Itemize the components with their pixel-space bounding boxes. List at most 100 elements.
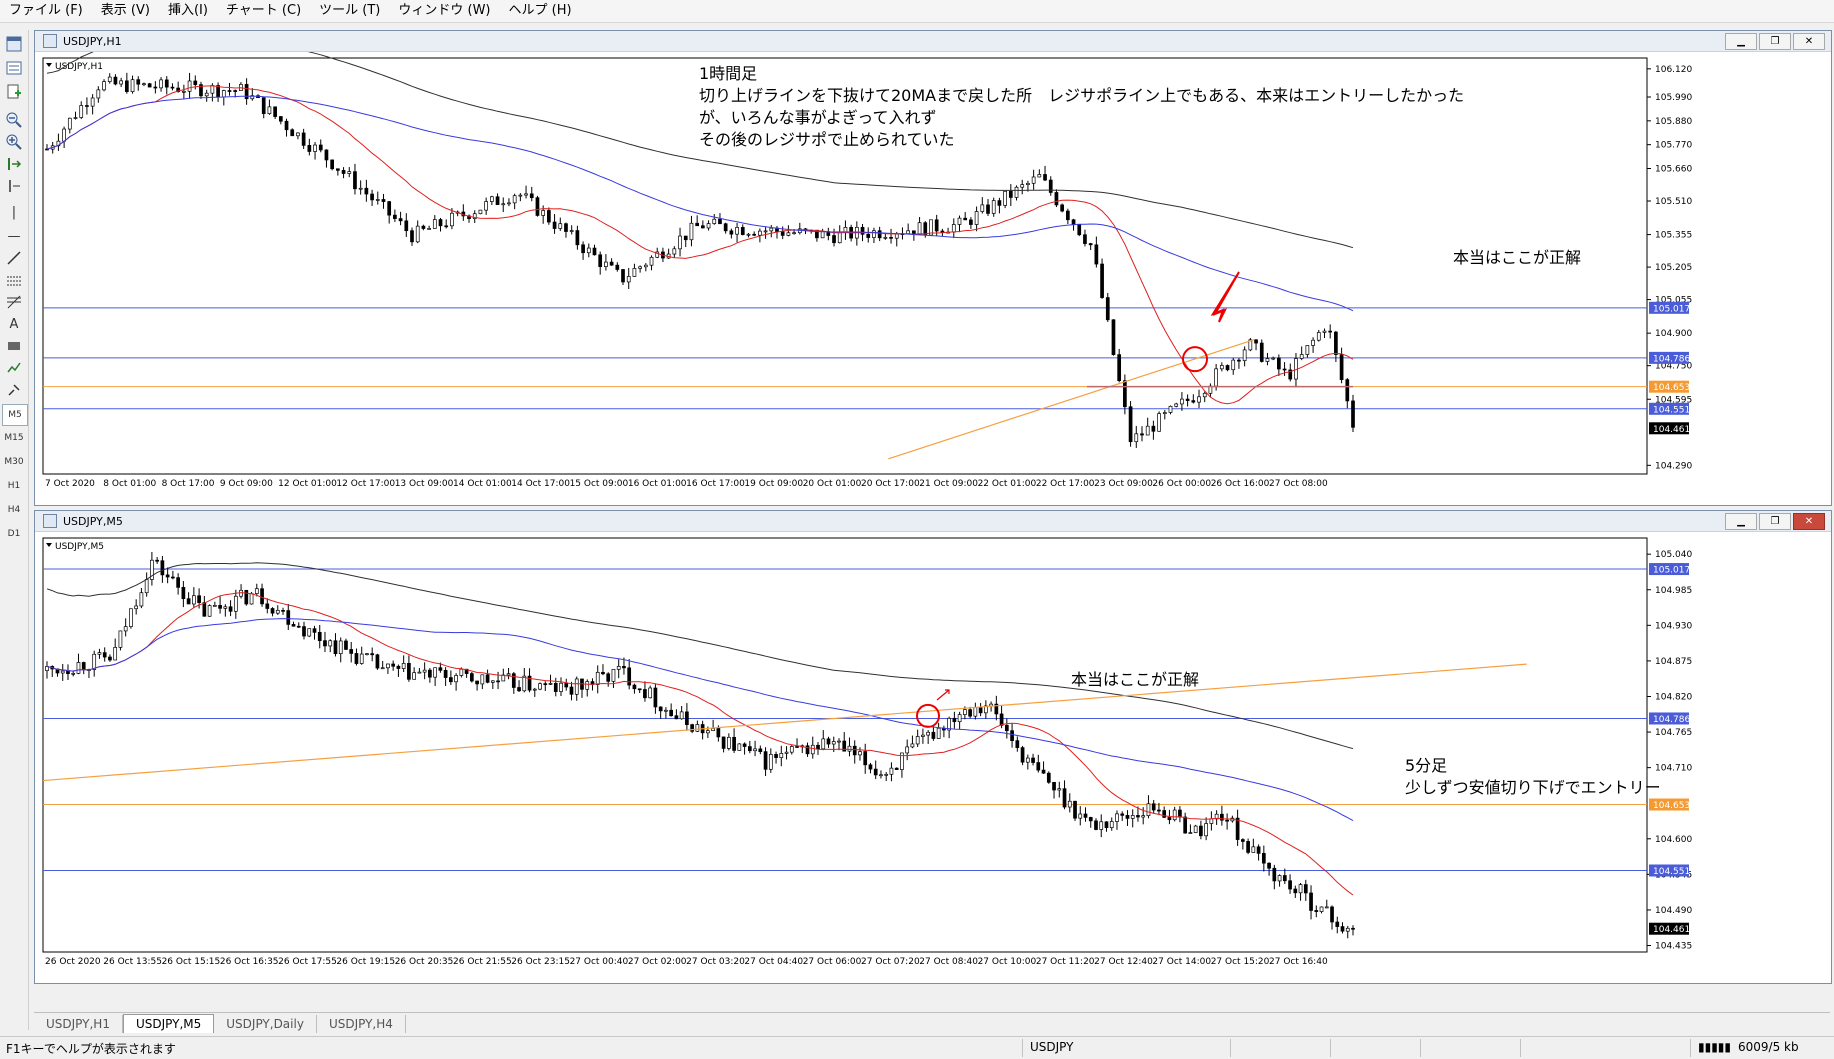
time-label: 27 Oct 16:40 [1269, 957, 1328, 967]
menu-item[interactable]: 表示 (V) [100, 3, 150, 18]
candle [1125, 810, 1130, 826]
candle [1277, 874, 1282, 887]
timeframe-h4[interactable]: H4 [7, 505, 21, 515]
candle [842, 732, 847, 752]
price-tag-label: 104.551 [1653, 405, 1690, 415]
candle [291, 621, 296, 627]
chart-tab[interactable]: USDJPY,M5 [122, 1014, 215, 1033]
trendline-icon[interactable] [3, 248, 25, 268]
candle [740, 224, 745, 236]
chart-tab[interactable]: USDJPY,H4 [317, 1015, 406, 1033]
rectangle-tool-icon[interactable] [3, 336, 25, 356]
h1-correct-entry-label: 本当はここが正解 [1453, 248, 1582, 267]
candle [726, 733, 731, 751]
candle [524, 185, 528, 199]
candle [186, 592, 191, 605]
candle [412, 667, 416, 680]
candle [165, 567, 170, 584]
timeframe-m15[interactable]: M15 [4, 433, 24, 443]
restore-button[interactable]: ❐ [1759, 513, 1791, 530]
timeframe-h1[interactable]: H1 [7, 481, 21, 491]
candle [139, 587, 144, 609]
candle [1199, 820, 1203, 840]
candle [1145, 417, 1150, 436]
candle [1319, 906, 1324, 914]
candle [689, 215, 694, 247]
candle [604, 254, 608, 271]
candle [79, 101, 84, 120]
chart-window-titlebar[interactable]: USDJPY,M5 ▁ ❐ ✕ [35, 511, 1831, 532]
candle [980, 197, 985, 214]
left-toolbar: | — A M5 M15 M30 H1 H4 D1 [0, 30, 29, 1030]
candle [454, 673, 458, 691]
restore-button[interactable]: ❐ [1759, 33, 1791, 50]
timeframe-m5[interactable]: M5 [2, 404, 28, 426]
time-label: 27 Oct 10:00 [978, 957, 1037, 967]
candle [1299, 346, 1304, 361]
menu-item[interactable]: ファイル (F) [9, 3, 83, 18]
candle [187, 72, 192, 99]
time-label: 9 Oct 09:00 [220, 479, 273, 489]
chart-shift-icon[interactable] [3, 176, 25, 196]
close-button[interactable]: ✕ [1793, 33, 1825, 50]
candle [472, 210, 477, 224]
navigator-icon[interactable] [3, 34, 25, 54]
chart-window-m5[interactable]: USDJPY,M5 ▁ ❐ ✕ USDJPY,M5 105.040 104.985 1… [34, 510, 1832, 984]
m5-chart-area[interactable]: USDJPY,M5 105.040 104.985 104.930 104.875 104… [35, 532, 1831, 982]
fibonacci-icon[interactable] [3, 292, 25, 312]
timeframe-d1[interactable]: D1 [7, 529, 21, 539]
chart-tab[interactable]: USDJPY,H1 [34, 1015, 123, 1033]
text-tool-icon[interactable]: A [9, 316, 19, 332]
candle [674, 709, 679, 720]
chart-window-titlebar[interactable]: USDJPY,H1 ▁ ❐ ✕ [35, 31, 1831, 52]
candle [621, 269, 625, 285]
arrows-tool-icon[interactable] [3, 380, 25, 400]
candle [1288, 363, 1293, 382]
market-watch-icon[interactable] [3, 58, 25, 78]
autoscroll-icon[interactable] [3, 154, 25, 174]
menu-item[interactable]: ウィンドウ (W) [398, 3, 491, 18]
horizontal-line-icon[interactable]: — [7, 228, 21, 244]
indicators-icon[interactable] [3, 358, 25, 378]
candle [386, 663, 390, 674]
vertical-line-icon[interactable]: | [11, 204, 17, 220]
channel-icon[interactable] [3, 270, 25, 290]
candle [1220, 805, 1224, 826]
zoom-out-icon[interactable] [3, 110, 25, 130]
h1-chart-area[interactable]: USDJPY,H1 106.120 105.990 105.880 105.770 105… [35, 52, 1831, 504]
close-button[interactable]: ✕ [1793, 513, 1825, 530]
menu-item[interactable]: 挿入(I) [167, 3, 208, 18]
candle [1099, 814, 1104, 838]
candle [130, 75, 135, 94]
price-label: 105.880 [1655, 117, 1692, 127]
new-chart-icon[interactable] [3, 82, 25, 102]
minimize-button[interactable]: ▁ [1725, 33, 1757, 50]
candle [92, 650, 97, 677]
menu-item[interactable]: チャート (C) [225, 3, 302, 18]
candle [228, 600, 233, 617]
candle [1180, 392, 1184, 411]
candle [1225, 813, 1229, 830]
candle [73, 111, 78, 120]
candle [518, 193, 523, 202]
price-tag [1649, 864, 1689, 877]
timeframe-m30[interactable]: M30 [4, 457, 24, 467]
candle [826, 736, 831, 748]
price-tag-label: 104.786 [1653, 354, 1690, 364]
minimize-button[interactable]: ▁ [1725, 513, 1757, 530]
chart-window-h1[interactable]: USDJPY,H1 ▁ ❐ ✕ USDJPY,H1 106.120 105.990 1… [34, 30, 1832, 506]
candle [889, 228, 893, 244]
candle [1328, 324, 1333, 339]
chart-tab[interactable]: USDJPY,Daily [214, 1015, 317, 1033]
price-tag-label: 105.017 [1653, 566, 1690, 576]
candle [632, 683, 637, 694]
menu-item[interactable]: ツール (T) [319, 3, 381, 18]
price-tag-label: 104.461 [1653, 425, 1690, 435]
candle [1345, 925, 1350, 939]
candle [1309, 885, 1313, 920]
candle [1311, 337, 1315, 353]
candle [732, 728, 736, 753]
candle [507, 198, 511, 207]
menu-item[interactable]: ヘルプ (H) [508, 3, 572, 18]
zoom-in-icon[interactable] [3, 132, 25, 152]
